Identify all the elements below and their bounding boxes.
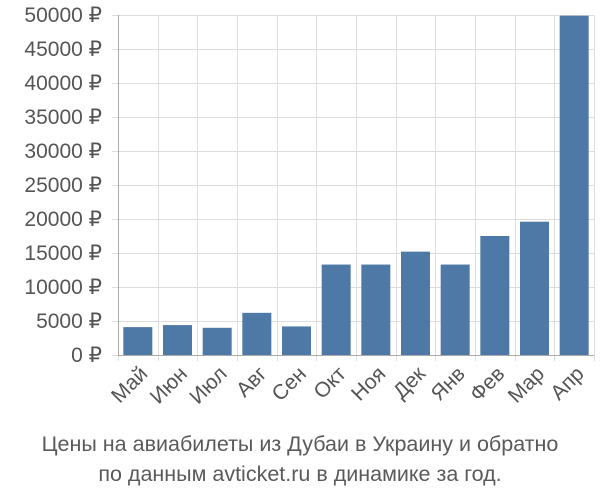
x-tick-label: Дек <box>389 362 431 404</box>
x-tick-label: Ноя <box>347 362 390 405</box>
axes <box>118 15 594 356</box>
bar-Апр <box>559 15 589 356</box>
x-tick-label: Авг <box>232 362 272 402</box>
x-tick-label: Май <box>107 362 152 407</box>
x-tick-label: Июл <box>185 362 231 408</box>
bar-Мар <box>520 221 549 355</box>
y-tick-label: 30000 ₽ <box>24 140 102 163</box>
x-tick-label: Мар <box>504 362 549 407</box>
bar-Фев <box>480 236 510 355</box>
y-tick-label: 20000 ₽ <box>24 208 102 231</box>
y-tick-label: 35000 ₽ <box>24 106 102 129</box>
y-tick-label: 5000 ₽ <box>36 310 102 333</box>
bar-Июн <box>163 325 192 355</box>
bar-Сен <box>282 326 311 355</box>
y-tick-label: 15000 ₽ <box>24 242 102 265</box>
bar-Янв <box>440 264 470 355</box>
y-tick-label: 45000 ₽ <box>24 38 102 61</box>
y-tick-label: 40000 ₽ <box>24 72 102 95</box>
x-tick-label: Окт <box>309 362 351 404</box>
bars <box>123 15 589 356</box>
bar-Июл <box>202 327 232 355</box>
bar-Окт <box>321 264 351 355</box>
y-tick-label: 25000 ₽ <box>24 174 102 197</box>
y-tick-labels: 0 ₽ 5000 ₽ 10000 ₽ 15000 ₽ 20000 ₽ 25000 ₽ 300… <box>24 4 102 367</box>
y-tick-label: 50000 ₽ <box>24 4 102 27</box>
bar-Май <box>123 327 153 355</box>
chart-caption-line-1: Цены на авиабилеты из Дубаи в Украину и … <box>41 432 559 456</box>
y-tick-label: 0 ₽ <box>71 344 102 367</box>
bar-Дек <box>401 251 430 355</box>
x-tick-label: Сен <box>268 362 311 405</box>
bar-Ноя <box>361 264 391 355</box>
x-tick-label: Янв <box>427 362 470 405</box>
x-tick-label: Апр <box>546 362 588 404</box>
bar-Авг <box>242 312 272 355</box>
chart-caption-line-2: по данным avticket.ru в динамике за год. <box>98 462 502 486</box>
y-tick-label: 10000 ₽ <box>24 276 102 299</box>
x-tick-label: Фев <box>466 362 510 406</box>
x-tick-label: Июн <box>146 362 192 408</box>
